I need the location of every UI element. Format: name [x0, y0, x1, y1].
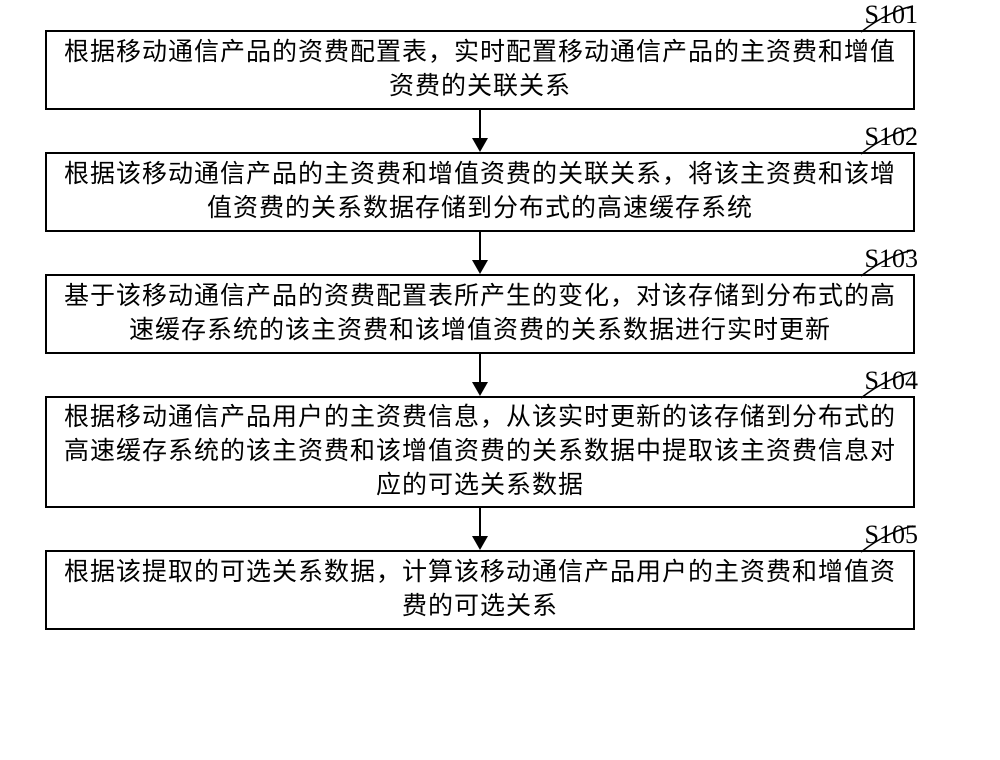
step-label-s103: S103	[865, 244, 918, 274]
arrow-s102-s103	[45, 232, 915, 274]
step-box-s105: S105 根据该提取的可选关系数据，计算该移动通信产品用户的主资费和增值资费的可…	[45, 550, 915, 630]
step-label-s101: S101	[865, 0, 918, 30]
arrow-s101-s102	[45, 110, 915, 152]
step-text-s105: 根据该提取的可选关系数据，计算该移动通信产品用户的主资费和增值资费的可选关系	[59, 556, 901, 624]
step-text-s102: 根据该移动通信产品的主资费和增值资费的关联关系，将该主资费和该增值资费的关系数据…	[59, 158, 901, 226]
step-box-s104: S104 根据移动通信产品用户的主资费信息，从该实时更新的该存储到分布式的高速缓…	[45, 396, 915, 508]
step-label-s102: S102	[865, 122, 918, 152]
flowchart-container: S101 根据移动通信产品的资费配置表，实时配置移动通信产品的主资费和增值资费的…	[45, 30, 955, 630]
step-box-s101: S101 根据移动通信产品的资费配置表，实时配置移动通信产品的主资费和增值资费的…	[45, 30, 915, 110]
step-text-s103: 基于该移动通信产品的资费配置表所产生的变化，对该存储到分布式的高速缓存系统的该主…	[59, 280, 901, 348]
step-text-s104: 根据移动通信产品用户的主资费信息，从该实时更新的该存储到分布式的高速缓存系统的该…	[59, 401, 901, 502]
step-label-s105: S105	[865, 520, 918, 550]
step-text-s101: 根据移动通信产品的资费配置表，实时配置移动通信产品的主资费和增值资费的关联关系	[59, 36, 901, 104]
step-box-s102: S102 根据该移动通信产品的主资费和增值资费的关联关系，将该主资费和该增值资费…	[45, 152, 915, 232]
arrow-s103-s104	[45, 354, 915, 396]
step-box-s103: S103 基于该移动通信产品的资费配置表所产生的变化，对该存储到分布式的高速缓存…	[45, 274, 915, 354]
step-label-s104: S104	[865, 366, 918, 396]
arrow-s104-s105	[45, 508, 915, 550]
